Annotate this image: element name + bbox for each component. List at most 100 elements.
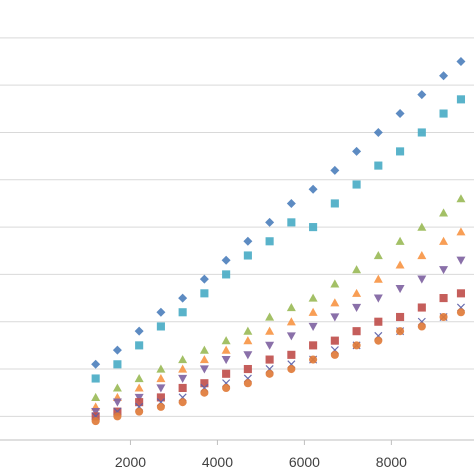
series-5-point-10 xyxy=(309,341,318,350)
series-5-point-17 xyxy=(456,289,466,298)
series-7-point-1 xyxy=(113,412,122,421)
x-tick-label-1: 4000 xyxy=(202,454,233,470)
series-3-point-16 xyxy=(439,236,449,245)
series-3-point-10 xyxy=(308,307,318,316)
series-5-point-12 xyxy=(352,327,361,336)
series-7-point-3 xyxy=(156,402,165,411)
series-2-point-1 xyxy=(112,383,122,392)
series-3-point-8 xyxy=(265,326,275,335)
series-1-point-15 xyxy=(417,128,426,137)
series-4-point-0 xyxy=(91,408,101,417)
series-5-point-7 xyxy=(243,364,252,374)
series-7-point-7 xyxy=(243,379,252,388)
series-3-point-12 xyxy=(352,288,362,297)
series-1-point-11 xyxy=(330,199,339,208)
series-2-point-7 xyxy=(243,326,253,335)
series-2-point-11 xyxy=(330,279,340,288)
series-5-point-8 xyxy=(265,355,274,364)
series-2-point-16 xyxy=(439,208,449,217)
series-0-point-8 xyxy=(265,217,275,227)
series-7-point-6 xyxy=(222,383,231,393)
series-5-point-11 xyxy=(330,336,339,345)
series-0-point-3 xyxy=(156,307,166,317)
series-0-point-16 xyxy=(439,71,449,81)
series-5-point-9 xyxy=(287,350,296,359)
series-0-point-17 xyxy=(456,57,466,67)
series-3-point-7 xyxy=(243,336,253,345)
series-1-point-0 xyxy=(91,374,100,383)
series-1-point-14 xyxy=(396,147,405,156)
series-0-point-7 xyxy=(243,236,253,246)
series-3-point-17 xyxy=(456,227,466,236)
series-0-point-6 xyxy=(221,255,231,265)
series-0-point-1 xyxy=(112,345,122,355)
series-7-point-4 xyxy=(178,398,187,407)
data-points xyxy=(91,57,466,426)
series-7-point-15 xyxy=(417,322,426,331)
series-4-point-14 xyxy=(395,285,405,294)
series-2-point-8 xyxy=(265,312,275,321)
series-4-point-3 xyxy=(156,384,166,393)
series-2-point-10 xyxy=(308,293,318,302)
x-tick-label-2: 6000 xyxy=(289,454,320,470)
series-4-point-9 xyxy=(286,332,296,341)
series-1-point-7 xyxy=(243,251,252,260)
series-7-point-5 xyxy=(200,388,209,397)
series-2-point-14 xyxy=(395,236,405,245)
series-5-point-4 xyxy=(178,383,187,393)
series-3-point-13 xyxy=(373,274,383,283)
x-axis-ticks xyxy=(129,440,392,445)
series-5-point-15 xyxy=(417,303,426,312)
series-4-point-15 xyxy=(417,275,427,284)
series-5-point-3 xyxy=(156,393,165,402)
series-2-point-4 xyxy=(178,355,188,364)
series-2-point-2 xyxy=(134,373,144,383)
series-2-point-17 xyxy=(456,194,466,203)
series-1-point-6 xyxy=(222,270,231,279)
series-4-point-8 xyxy=(265,341,275,350)
series-1-point-4 xyxy=(178,308,187,317)
series-0-point-14 xyxy=(395,109,405,119)
series-3-point-14 xyxy=(395,260,405,269)
series-3-point-2 xyxy=(134,383,144,392)
series-0-point-5 xyxy=(199,274,209,284)
series-4-point-6 xyxy=(221,355,231,365)
series-7-point-12 xyxy=(352,341,361,350)
series-0-point-12 xyxy=(352,146,362,156)
series-7-point-13 xyxy=(374,336,383,345)
series-2-point-15 xyxy=(417,222,427,231)
x-tick-label-0: 2000 xyxy=(115,454,146,470)
series-1-point-9 xyxy=(287,218,296,227)
series-7-point-17 xyxy=(456,308,466,317)
series-1-point-5 xyxy=(200,289,209,298)
series-3-point-5 xyxy=(199,355,209,364)
series-4-point-12 xyxy=(352,303,362,313)
series-1-point-1 xyxy=(113,360,122,369)
series-4-point-5 xyxy=(199,365,209,374)
series-0-point-15 xyxy=(417,90,427,100)
series-3-point-15 xyxy=(417,250,427,260)
series-5-point-13 xyxy=(374,317,383,326)
series-4-point-4 xyxy=(178,374,188,383)
series-1-point-13 xyxy=(374,161,383,170)
series-7-point-14 xyxy=(396,327,405,336)
series-5-point-16 xyxy=(439,294,448,303)
series-1-point-16 xyxy=(439,109,448,118)
series-7-point-16 xyxy=(439,312,448,322)
x-axis-tick-labels: 2000 4000 6000 8000 xyxy=(115,454,407,470)
series-7-point-2 xyxy=(135,407,144,416)
series-2-point-12 xyxy=(352,265,362,274)
series-4-point-16 xyxy=(439,266,449,275)
gridlines xyxy=(0,37,474,417)
series-2-point-5 xyxy=(199,345,209,354)
series-7-point-10 xyxy=(309,355,318,364)
series-2-point-6 xyxy=(221,336,231,345)
series-2-point-13 xyxy=(373,250,383,260)
series-5-point-5 xyxy=(200,379,209,388)
series-4-point-1 xyxy=(112,398,122,407)
x-tick-label-3: 8000 xyxy=(376,454,407,470)
series-0-point-9 xyxy=(286,198,296,208)
series-0-point-10 xyxy=(308,184,318,194)
series-3-point-3 xyxy=(156,373,166,383)
series-7-point-9 xyxy=(287,364,296,374)
